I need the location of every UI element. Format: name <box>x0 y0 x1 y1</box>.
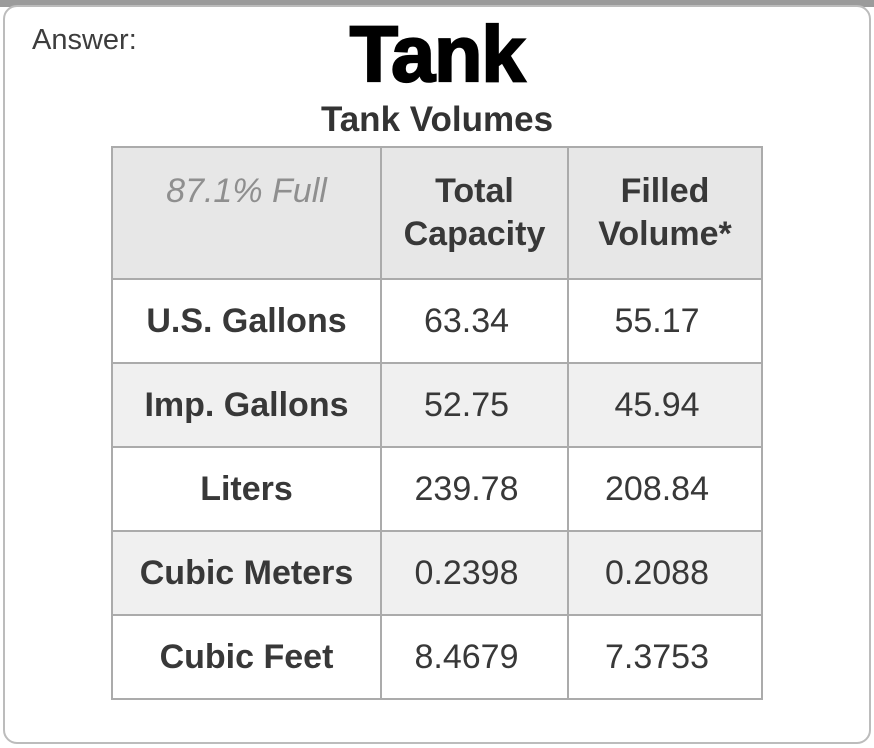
answer-card: Answer: Tank Tank Volumes 87.1% Full Tot… <box>3 5 871 744</box>
total-capacity-value: 63.34 <box>380 278 569 364</box>
row-label: Cubic Meters <box>111 530 382 616</box>
total-capacity-value: 239.78 <box>380 446 569 532</box>
table-title: Tank Volumes <box>320 100 554 139</box>
table-body: U.S. Gallons 63.34 55.17 Imp. Gallons 52… <box>111 278 763 700</box>
table-header: 87.1% Full Total Capacity Filled Volume* <box>111 146 763 280</box>
filled-volume-value: 55.17 <box>567 278 763 364</box>
header-row: 87.1% Full Total Capacity Filled Volume* <box>111 146 763 280</box>
table-row: Liters 239.78 208.84 <box>111 446 763 532</box>
top-divider-strip <box>0 0 874 7</box>
filled-volume-value: 0.2088 <box>567 530 763 616</box>
total-capacity-value: 0.2398 <box>380 530 569 616</box>
row-label: Imp. Gallons <box>111 362 382 448</box>
fill-status-cell: 87.1% Full <box>111 146 382 280</box>
total-capacity-value: 8.4679 <box>380 614 569 700</box>
table-row: Imp. Gallons 52.75 45.94 <box>111 362 763 448</box>
answer-value-heading: Tank <box>349 8 527 99</box>
answer-label: Answer: <box>32 24 137 56</box>
table-row: Cubic Feet 8.4679 7.3753 <box>111 614 763 700</box>
column-header-filled-volume: Filled Volume* <box>567 146 763 280</box>
row-label: Liters <box>111 446 382 532</box>
row-label: U.S. Gallons <box>111 278 382 364</box>
table-row: Cubic Meters 0.2398 0.2088 <box>111 530 763 616</box>
filled-volume-value: 7.3753 <box>567 614 763 700</box>
filled-volume-value: 45.94 <box>567 362 763 448</box>
tank-volumes-table: 87.1% Full Total Capacity Filled Volume*… <box>111 146 763 700</box>
table-row: U.S. Gallons 63.34 55.17 <box>111 278 763 364</box>
row-label: Cubic Feet <box>111 614 382 700</box>
total-capacity-value: 52.75 <box>380 362 569 448</box>
filled-volume-value: 208.84 <box>567 446 763 532</box>
column-header-total-capacity: Total Capacity <box>380 146 569 280</box>
